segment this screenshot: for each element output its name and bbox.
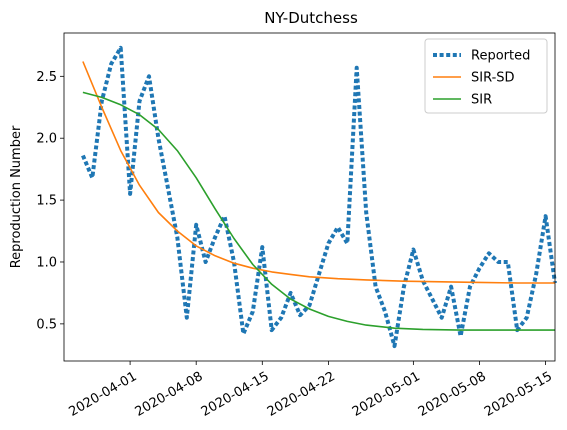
y-tick-label: 2.0 xyxy=(36,132,57,147)
x-tick-label: 2020-04-08 xyxy=(133,369,206,420)
x-tick-label: 2020-04-22 xyxy=(265,369,338,420)
y-tick-label: 1.0 xyxy=(36,255,57,270)
y-tick-label: 1.5 xyxy=(36,194,57,209)
y-tick-label: 2.5 xyxy=(36,70,57,85)
x-tick-label: 2020-05-15 xyxy=(482,369,555,420)
legend: Reported SIR-SD SIR xyxy=(424,38,548,114)
x-tick-label: 2020-04-15 xyxy=(199,369,272,420)
legend-entry: SIR-SD xyxy=(471,71,515,86)
legend-entry: Reported xyxy=(471,49,530,64)
x-axis: 2020-04-012020-04-082020-04-152020-04-22… xyxy=(67,361,555,420)
series-sir-line xyxy=(82,91,555,331)
y-tick-label: 0.5 xyxy=(36,317,57,332)
legend-entry: SIR xyxy=(471,93,492,108)
y-axis-label: Reproduction Number xyxy=(9,125,24,268)
x-tick-label: 2020-05-01 xyxy=(350,369,423,420)
series-sir-sd-line xyxy=(82,61,555,284)
chart-title: NY-Dutchess xyxy=(264,9,358,27)
plot-frame xyxy=(63,32,556,362)
x-tick-label: 2020-04-01 xyxy=(67,369,140,420)
series-reported-line xyxy=(81,45,557,349)
y-axis: 0.5 1.0 1.5 2.0 2.5 xyxy=(36,70,64,332)
x-tick-label: 2020-05-08 xyxy=(416,369,489,420)
legend-box xyxy=(424,38,548,114)
